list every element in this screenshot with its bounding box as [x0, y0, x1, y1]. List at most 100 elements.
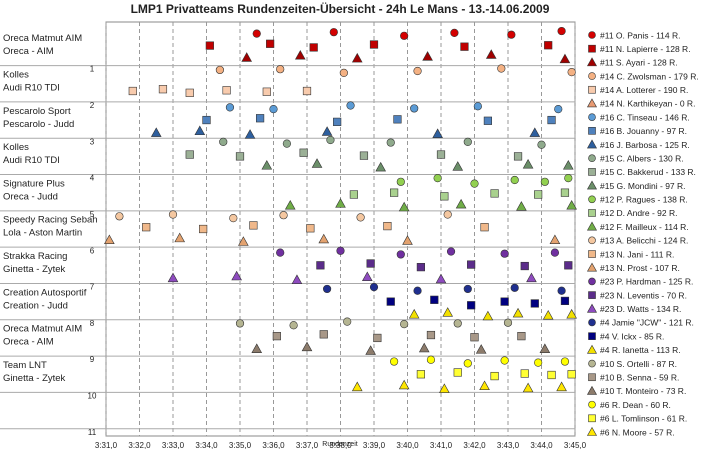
data-point: [500, 249, 509, 258]
data-point: [255, 114, 265, 123]
data-point: [241, 52, 253, 62]
data-point: [500, 356, 509, 365]
legend-marker: [588, 359, 596, 368]
data-point: [443, 210, 452, 219]
legend-label: #16 J. Barbosa - 125 R.: [600, 140, 690, 150]
data-point: [479, 380, 490, 390]
x-tick-label: 3:36,0: [262, 441, 285, 450]
data-point: [450, 28, 459, 37]
data-point: [373, 333, 382, 343]
data-point: [567, 68, 576, 77]
x-tick-label: 3:43,0: [497, 441, 520, 450]
legend-marker: [588, 127, 596, 135]
data-point: [522, 158, 534, 169]
data-point: [396, 250, 405, 259]
data-point: [463, 284, 472, 294]
legend-marker: [588, 154, 596, 163]
data-point: [299, 148, 308, 157]
data-point: [436, 150, 446, 159]
data-point: [231, 270, 242, 281]
legend-marker: [586, 344, 598, 354]
y-tick-label: 7: [90, 283, 95, 292]
y-tick-label: 1: [90, 65, 95, 74]
x-tick-label: 3:37,0: [296, 441, 319, 450]
data-point: [339, 68, 348, 77]
data-point: [323, 284, 332, 294]
data-point: [460, 42, 469, 51]
data-point: [490, 371, 499, 381]
data-point: [549, 234, 561, 244]
y-tick-label: 11: [88, 428, 97, 437]
data-point: [329, 28, 338, 37]
legend-label: #16 C. Tinseau - 146 R.: [600, 112, 690, 122]
data-point: [318, 233, 330, 244]
legend-marker: [586, 57, 598, 67]
data-point: [557, 286, 566, 295]
data-point: [402, 235, 413, 245]
data-point: [442, 307, 454, 317]
data-point: [383, 221, 392, 231]
y-tick-label: 9: [90, 355, 95, 364]
data-point: [430, 295, 439, 304]
data-point: [566, 308, 577, 319]
legend-label: #11 N. Lapierre - 128 R.: [600, 44, 691, 54]
data-point: [539, 343, 551, 353]
data-point: [453, 368, 462, 377]
data-point: [520, 369, 529, 378]
data-point: [510, 283, 519, 292]
legend-label: #4 V. Ickx - 85 R.: [600, 331, 664, 341]
data-point: [262, 87, 271, 96]
data-point: [554, 105, 563, 114]
data-point: [483, 116, 493, 125]
legend-label: #10 B. Senna - 59 R.: [600, 372, 679, 382]
data-point: [389, 188, 399, 197]
data-point: [500, 297, 509, 306]
y-tick-label: 4: [90, 174, 95, 183]
data-point: [321, 126, 333, 136]
data-point: [435, 273, 447, 284]
legend-label: #4 Jamie "JCW" - 121 R.: [600, 318, 694, 328]
legend-label: #4 R. Ianetta - 113 R.: [600, 345, 681, 355]
data-point: [351, 52, 363, 63]
x-tick-label: 3:33,0: [162, 441, 185, 450]
legend-marker: [588, 209, 596, 217]
legend-label: #14 N. Karthikeyan - 0 R.: [600, 99, 695, 109]
data-point: [559, 53, 571, 64]
data-point: [359, 151, 369, 160]
team-label: Pescarolo Sport: [3, 106, 71, 117]
x-tick-label: 3:38,0: [329, 441, 352, 450]
data-point: [473, 102, 482, 111]
legend-marker: [588, 250, 596, 258]
data-point: [252, 29, 261, 38]
data-point: [202, 115, 211, 125]
team-label: Pescarolo - Judd: [3, 119, 74, 130]
data-point: [185, 150, 194, 159]
data-point: [249, 221, 258, 230]
data-point: [365, 345, 376, 355]
legend-marker: [588, 332, 596, 340]
team-label: Oreca Matmut AIM: [3, 324, 82, 335]
data-point: [349, 190, 359, 199]
data-point: [510, 175, 519, 185]
legend-marker: [586, 426, 598, 436]
legend-marker: [586, 262, 598, 272]
x-tick-label: 3:42,0: [463, 441, 486, 450]
data-point: [128, 86, 137, 96]
team-label: Lola - Aston Martin: [3, 228, 82, 239]
data-point: [470, 333, 479, 342]
data-point: [396, 177, 405, 186]
legend-marker: [588, 414, 596, 423]
legend-marker: [588, 168, 596, 176]
data-point: [416, 263, 426, 272]
data-point: [446, 247, 456, 256]
data-point: [390, 357, 399, 366]
legend-marker: [588, 85, 596, 94]
data-point: [467, 260, 476, 269]
data-point: [291, 274, 303, 284]
data-point: [333, 117, 342, 126]
team-label: Speedy Racing Sebah: [3, 215, 98, 226]
legend-marker: [588, 236, 596, 245]
data-point: [467, 301, 476, 310]
data-point: [194, 125, 206, 136]
data-point: [369, 40, 379, 49]
